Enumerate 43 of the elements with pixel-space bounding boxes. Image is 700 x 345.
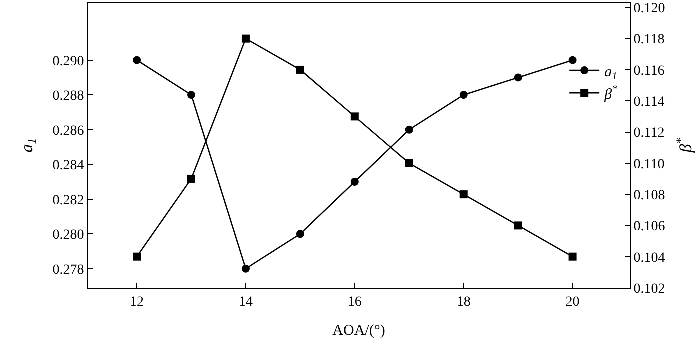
point bbox=[133, 56, 142, 64]
point bbox=[350, 112, 359, 121]
point bbox=[460, 190, 468, 199]
point bbox=[405, 159, 414, 168]
x-tick-label: 18 bbox=[456, 294, 471, 310]
x-tick-label: 16 bbox=[348, 294, 362, 310]
y2-tick-label: 0.118 bbox=[634, 32, 665, 48]
y2-tick-label: 0.108 bbox=[634, 188, 666, 204]
legend-label: a$_{1}$ bbox=[604, 64, 618, 83]
point bbox=[405, 126, 414, 134]
point bbox=[242, 264, 250, 273]
point bbox=[188, 174, 196, 183]
point bbox=[350, 178, 359, 186]
point bbox=[460, 91, 468, 100]
x-tick-label: 20 bbox=[566, 294, 580, 310]
y-tick-label: 0.288 bbox=[52, 89, 84, 104]
y-tick-label: 0.286 bbox=[52, 124, 84, 139]
point bbox=[296, 66, 304, 74]
point bbox=[188, 91, 196, 100]
y2-tick-label: 0.112 bbox=[634, 126, 665, 142]
y2-tick-label: 0.110 bbox=[634, 157, 665, 172]
x-tick-label: 14 bbox=[238, 294, 253, 310]
y2-tick-label: 0.104 bbox=[634, 250, 666, 266]
y2-tick-label: 0.106 bbox=[634, 220, 666, 235]
y2-tick-label: 0.120 bbox=[634, 2, 666, 17]
point bbox=[242, 34, 250, 43]
y-tick-label: 0.290 bbox=[52, 54, 84, 70]
point bbox=[568, 56, 577, 64]
y-tick-label: 0.280 bbox=[52, 228, 84, 244]
x-axis-title: AOA/(°) bbox=[332, 322, 386, 339]
y-tick-label: 0.282 bbox=[52, 193, 84, 208]
point bbox=[296, 230, 304, 238]
y2-tick-label: 0.116 bbox=[634, 64, 665, 79]
point bbox=[514, 74, 522, 82]
legend-label: β$^{*}$ bbox=[604, 84, 618, 103]
y-tick-label: 0.284 bbox=[52, 158, 84, 174]
y2-tick-label: 0.102 bbox=[634, 282, 666, 297]
x-tick-label: 12 bbox=[130, 294, 144, 310]
point bbox=[133, 252, 142, 261]
y-tick-label: 0.278 bbox=[52, 262, 84, 278]
y2-tick-label: 0.114 bbox=[634, 95, 665, 110]
point bbox=[568, 252, 577, 261]
point bbox=[514, 222, 522, 230]
